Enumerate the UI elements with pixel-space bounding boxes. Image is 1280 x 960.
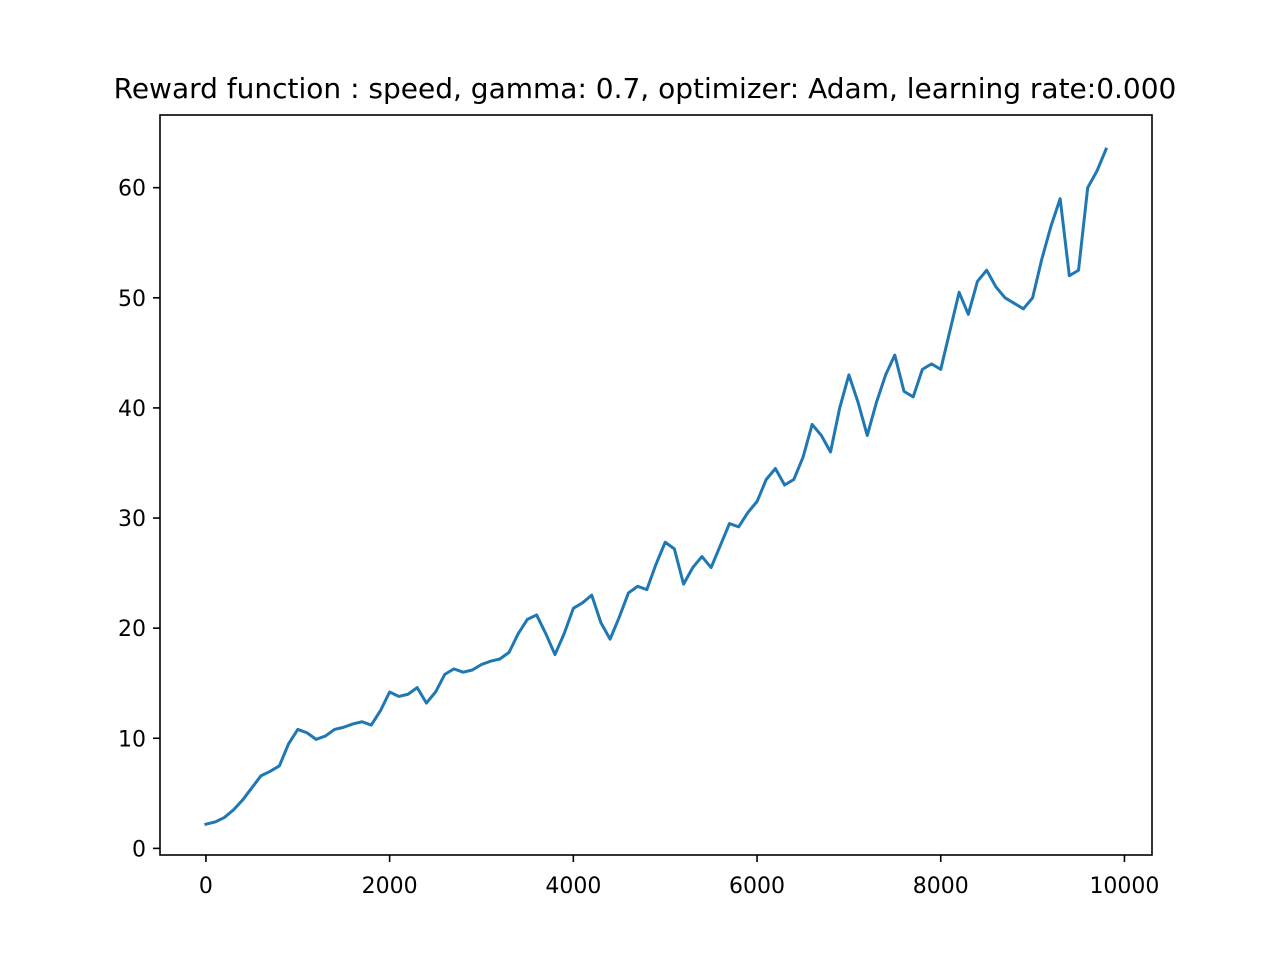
y-axis: 0 10 20 30 40 50 60 [118, 177, 160, 862]
y-tick-label: 40 [118, 397, 146, 422]
y-tick-label: 10 [118, 727, 146, 752]
x-tick-label: 10000 [1089, 874, 1159, 899]
y-tick-label: 50 [118, 287, 146, 312]
x-tick-label: 4000 [545, 874, 601, 899]
series-line-0 [204, 147, 1109, 826]
y-tick-label: 20 [118, 617, 146, 642]
y-tick-label: 30 [118, 507, 146, 532]
y-tick-label: 60 [118, 177, 146, 202]
x-axis: 0 2000 4000 6000 8000 10000 [199, 855, 1159, 899]
chart-title: Reward function : speed, gamma: 0.7, opt… [114, 72, 1177, 105]
y-tick-label: 0 [132, 837, 146, 862]
axes-frame [159, 114, 1153, 856]
x-tick-label: 0 [199, 874, 213, 899]
x-tick-label: 6000 [729, 874, 785, 899]
x-tick-label: 2000 [362, 874, 418, 899]
plot-area [159, 114, 1153, 856]
x-tick-label: 8000 [913, 874, 969, 899]
